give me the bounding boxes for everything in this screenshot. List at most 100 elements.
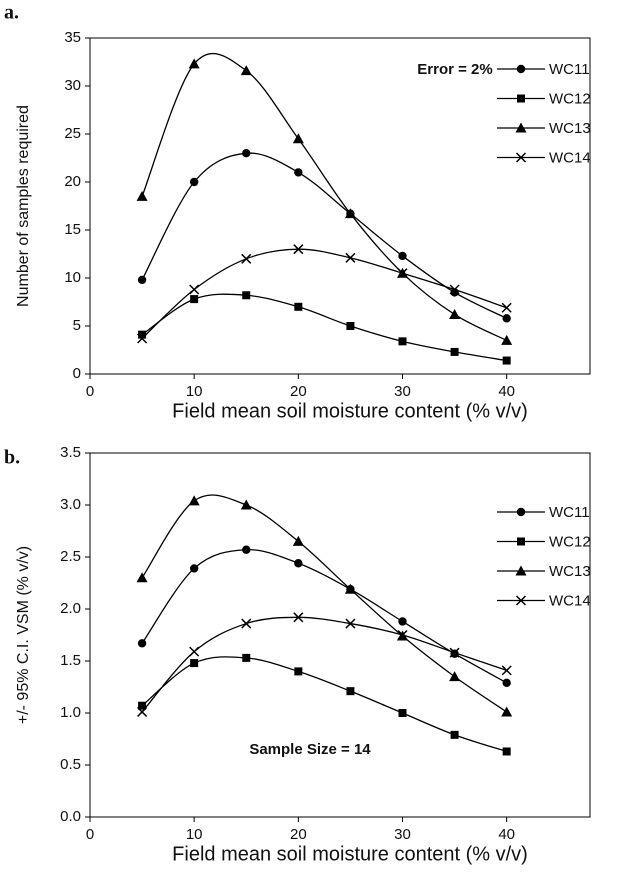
- legend-label: WC13: [549, 120, 591, 137]
- marker: [398, 617, 407, 626]
- marker: [292, 535, 304, 546]
- marker: [397, 629, 408, 641]
- marker: [292, 133, 304, 144]
- marker: [515, 122, 527, 133]
- marker: [450, 730, 459, 739]
- marker: [502, 747, 511, 756]
- marker: [136, 190, 148, 201]
- marker: [242, 545, 251, 554]
- y-tick-label: 0: [73, 365, 81, 382]
- y-tick-label: 0.5: [60, 756, 81, 773]
- marker: [501, 302, 512, 313]
- marker: [516, 507, 526, 517]
- marker: [502, 356, 511, 365]
- marker: [344, 208, 356, 219]
- marker: [515, 565, 527, 576]
- marker: [294, 168, 303, 177]
- legend-label: WC12: [549, 90, 591, 107]
- x-tick-label: 40: [498, 383, 515, 400]
- marker: [517, 537, 525, 546]
- y-tick-label: 1.0: [60, 704, 81, 721]
- marker: [398, 337, 407, 346]
- x-tick-label: 20: [290, 383, 307, 400]
- legend-label: WC11: [549, 61, 590, 78]
- y-tick-label: 15: [64, 221, 81, 238]
- legend-label: WC11: [549, 504, 590, 521]
- marker: [189, 646, 200, 657]
- marker: [240, 65, 252, 76]
- marker: [516, 64, 526, 74]
- y-tick-label: 1.5: [60, 652, 81, 669]
- marker: [449, 308, 461, 319]
- x-tick-label: 10: [186, 383, 203, 400]
- y-tick-label: 0.0: [60, 808, 81, 825]
- y-tick-label: 3.0: [60, 496, 81, 513]
- x-tick-label: 0: [86, 826, 94, 843]
- marker: [449, 671, 461, 682]
- marker: [397, 268, 408, 279]
- y-tick-label: 2.5: [60, 548, 81, 565]
- marker: [294, 559, 303, 568]
- marker: [242, 291, 251, 300]
- legend-label: WC12: [549, 533, 591, 550]
- y-tick-label: 2.0: [60, 600, 81, 617]
- marker: [515, 152, 527, 163]
- marker: [136, 572, 148, 583]
- x-axis-title: Field mean soil moisture content (% v/v): [172, 400, 528, 422]
- marker: [137, 706, 148, 717]
- legend-label: WC13: [549, 563, 591, 580]
- marker: [189, 177, 199, 187]
- marker: [240, 499, 252, 510]
- marker: [137, 275, 147, 285]
- plot-frame: [89, 37, 591, 375]
- x-tick-label: 10: [186, 826, 203, 843]
- marker: [242, 149, 251, 158]
- y-tick-label: 20: [64, 173, 81, 190]
- legend-label: WC14: [549, 592, 591, 609]
- marker: [294, 667, 303, 676]
- x-axis-title: Field mean soil moisture content (% v/v): [172, 843, 528, 865]
- marker: [190, 659, 199, 668]
- marker: [137, 333, 148, 344]
- marker: [346, 322, 355, 330]
- marker: [137, 639, 147, 648]
- x-tick-label: 0: [86, 383, 94, 400]
- marker: [398, 251, 407, 261]
- marker: [515, 595, 527, 606]
- marker: [242, 653, 251, 662]
- y-axis-title: Number of samples required: [15, 105, 32, 307]
- marker: [293, 244, 304, 255]
- y-tick-label: 5: [73, 317, 81, 334]
- marker: [188, 495, 200, 506]
- marker: [449, 647, 460, 658]
- marker: [501, 706, 513, 717]
- series-line: [141, 293, 507, 362]
- marker: [502, 678, 511, 688]
- marker: [138, 701, 147, 710]
- y-tick-label: 30: [64, 77, 81, 94]
- marker: [345, 618, 356, 629]
- panel-label: a.: [4, 2, 19, 24]
- annotation: Sample Size = 14: [249, 741, 371, 758]
- marker: [501, 665, 512, 676]
- legend-label: WC14: [549, 149, 591, 166]
- marker: [294, 302, 303, 311]
- marker: [188, 58, 200, 69]
- y-tick-label: 3.5: [60, 444, 81, 461]
- panel-label: b.: [4, 447, 20, 469]
- marker: [345, 252, 356, 263]
- marker: [502, 314, 511, 323]
- marker: [190, 295, 199, 304]
- marker: [517, 94, 525, 103]
- x-tick-label: 30: [394, 826, 411, 843]
- marker: [189, 564, 199, 573]
- marker: [398, 709, 407, 717]
- marker: [449, 284, 460, 295]
- plot-frame: [89, 452, 591, 818]
- marker: [241, 618, 252, 629]
- x-tick-label: 20: [290, 826, 307, 843]
- marker: [189, 284, 200, 295]
- marker: [346, 687, 355, 696]
- marker: [241, 253, 252, 264]
